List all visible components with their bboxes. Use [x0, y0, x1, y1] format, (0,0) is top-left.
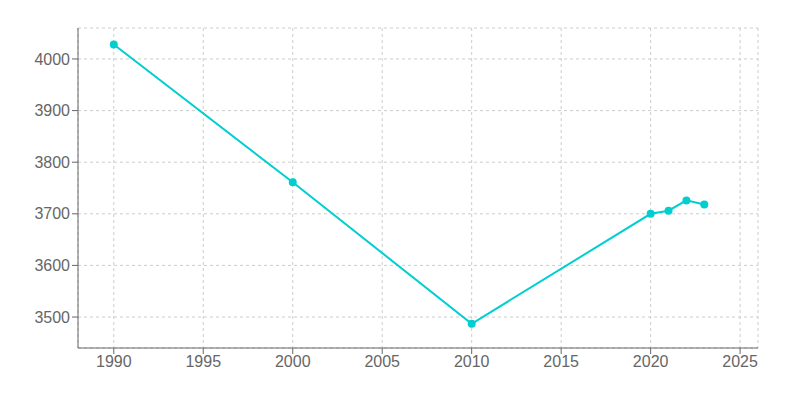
- svg-text:2025: 2025: [722, 353, 758, 370]
- svg-text:3600: 3600: [34, 257, 70, 274]
- svg-text:3700: 3700: [34, 205, 70, 222]
- svg-text:4000: 4000: [34, 51, 70, 68]
- svg-text:2005: 2005: [364, 353, 400, 370]
- svg-text:3500: 3500: [34, 309, 70, 326]
- svg-text:3800: 3800: [34, 154, 70, 171]
- svg-text:1995: 1995: [185, 353, 221, 370]
- svg-text:2015: 2015: [543, 353, 579, 370]
- svg-text:2010: 2010: [454, 353, 490, 370]
- svg-text:3900: 3900: [34, 102, 70, 119]
- svg-text:2020: 2020: [633, 353, 669, 370]
- svg-text:1990: 1990: [96, 353, 132, 370]
- svg-text:2000: 2000: [275, 353, 311, 370]
